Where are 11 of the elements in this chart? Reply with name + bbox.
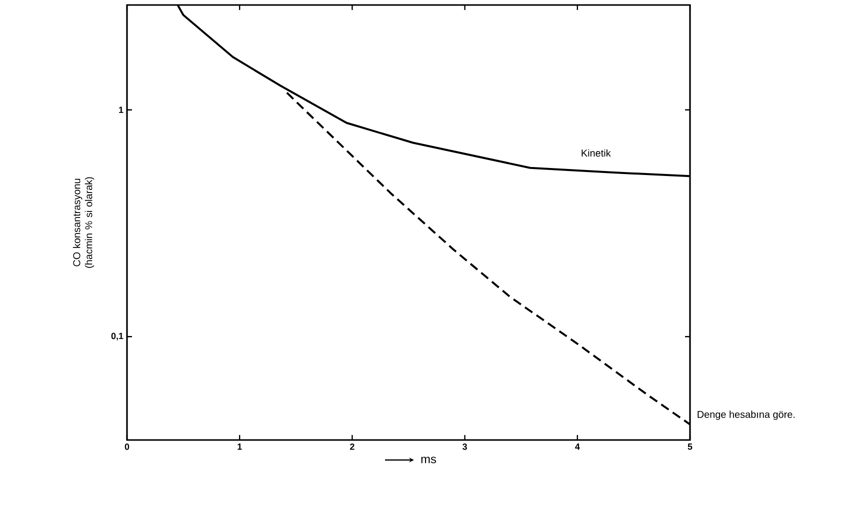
x-tick-label: 0	[124, 444, 130, 450]
y-tick-label: 0,1	[111, 332, 124, 340]
series-label: Kinetik	[582, 149, 611, 157]
x-tick-label: 5	[688, 444, 692, 450]
x-tick-label: 2	[350, 444, 354, 450]
y-axis-title: CO konsantrasyonu (hacmin % si olarak)	[72, 177, 94, 268]
x-tick-label: 1	[238, 444, 242, 450]
x-axis-title: ms	[421, 456, 436, 464]
x-tick-label: 4	[575, 444, 580, 450]
series-label: Denge hesabına göre.	[698, 410, 795, 420]
x-tick-label: 3	[462, 444, 467, 450]
